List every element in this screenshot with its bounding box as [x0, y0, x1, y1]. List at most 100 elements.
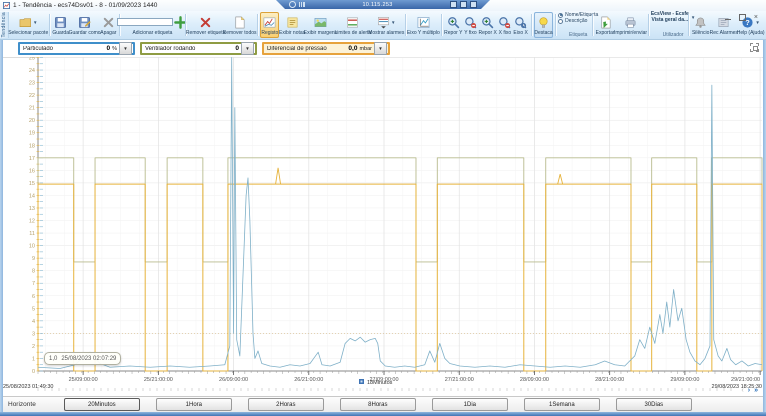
ribbon-button-limites-de-alerta[interactable]: Limites de alerta [335, 12, 371, 38]
pen-value: 0,0 [348, 45, 358, 52]
svg-text:12: 12 [29, 219, 35, 225]
ribbon-button-label: X fixo [498, 30, 512, 36]
pen-box-diferencial-de-pressao[interactable]: Diferencial de pressão 0,0 mbar ▼ [262, 42, 390, 55]
svg-text:24: 24 [29, 68, 35, 74]
ribbon-button-repor-x[interactable]: Repor X [478, 12, 497, 38]
ribbon-button-label: Repor Y [444, 30, 463, 36]
ribbon-button-destaca[interactable]: Destaca [533, 12, 554, 38]
radio-nome-etiqueta[interactable]: Nome/Etiqueta [558, 12, 598, 18]
app-icon [3, 2, 10, 9]
trend-chart[interactable]: 0123456789101112131415161718192021222324… [0, 56, 766, 396]
user-selector[interactable]: EcsView - Ecsfe Vista geral da... ▼ [651, 11, 696, 23]
group-caption-utilizador: Utilizador [662, 32, 684, 38]
ribbon-group-separator [404, 14, 406, 36]
rdp-minimize-button[interactable] [450, 1, 457, 8]
horizon-button-20minutos[interactable]: 20Minutos [63, 398, 140, 411]
ribbon-button-apagar[interactable]: Apagar [99, 12, 117, 38]
folder-icon [19, 16, 32, 29]
ribbon-button-guarda[interactable]: Guarda [52, 12, 70, 38]
mostrar-alarmes-dropdown-arrow-icon[interactable]: ▼ [391, 19, 396, 25]
ribbon-group-adicionar: Adicionar etiqueta [117, 12, 188, 38]
svg-text:9: 9 [32, 256, 35, 262]
ribbon-button-eixo-x[interactable]: Eixo X [512, 12, 528, 38]
ribbon-group-separator [592, 14, 594, 36]
minimize-button[interactable] [724, 18, 731, 21]
rdp-restore-button[interactable] [460, 1, 467, 8]
nav-forward-button[interactable]: › [747, 387, 751, 394]
ribbon-button-label: Registo [261, 30, 279, 36]
ribbon-button-label: Exibir margens [303, 30, 338, 36]
ribbon-button-exibir-notas[interactable]: Exibir notas [279, 12, 305, 38]
ribbon-group-guardar: Guarda Guardar como Apagar [51, 12, 119, 38]
page-export-icon [599, 16, 612, 29]
rdp-pin-icon[interactable] [289, 1, 296, 8]
ribbon-button-label: Rec Alarmes [709, 30, 738, 36]
ribbon-button-exibir-margens[interactable]: Exibir margens [303, 12, 338, 38]
ribbon-button-y-fixo[interactable]: Y fixo [463, 12, 478, 38]
mag-reset-icon [481, 16, 494, 29]
pen-box-ventilador-rodando[interactable]: Ventilador rodando 0 ▼ [140, 42, 257, 55]
horizon-button-1dia[interactable]: 1Dia [431, 398, 508, 411]
svg-text:26/21:00:00: 26/21:00:00 [294, 377, 323, 383]
svg-text:6: 6 [32, 294, 35, 300]
maximize-button[interactable] [738, 14, 746, 21]
pen-dropdown-button[interactable]: ▼ [374, 42, 387, 55]
pen-box-particulado[interactable]: Particulado 0% ▼ [18, 42, 135, 55]
ribbon-button-mostrar-alarmes[interactable]: ▼ Mostrar alarmes [368, 12, 404, 38]
horizon-button-2horas[interactable]: 2Horas [247, 398, 324, 411]
svg-text:25/08/2023 01:49:30: 25/08/2023 01:49:30 [3, 384, 53, 390]
ribbon-group-exibir: Registo Exibir notas Exibir margens Limites… [259, 12, 404, 38]
radio-descricao[interactable]: Descrição [558, 18, 598, 24]
pen-name: Ventilador rodando [145, 45, 196, 52]
ribbon-button-eixo-y-multiplo[interactable]: Eixo Y múltiplo [406, 12, 440, 38]
ribbon-button-label: Exportar [595, 30, 615, 36]
radio-dot-descricao[interactable] [558, 18, 564, 24]
ribbon-button-silencio[interactable]: Silêncio [691, 12, 710, 38]
horizon-button-8horas[interactable]: 8Horas [339, 398, 416, 411]
pen-dropdown-button[interactable]: ▼ [241, 42, 254, 55]
svg-text:17: 17 [29, 156, 35, 162]
nav-end-button[interactable]: » [754, 387, 758, 394]
tag-filter-input[interactable] [117, 18, 174, 26]
ribbon-button-label: Imprimir/enviar [613, 30, 648, 36]
x-axis-range-labels: 25/08/2023 01:49:30 29/08/2023 18:25:30 [3, 384, 762, 390]
ribbon-button-adicionar-etiqueta[interactable]: Adicionar etiqueta [117, 12, 188, 38]
nav-back-button[interactable]: ‹ [741, 387, 744, 394]
rdp-bar[interactable]: 10.115.253 [276, 0, 490, 9]
help-dropdown-arrow-icon[interactable]: ▼ [755, 19, 760, 25]
ribbon-button-remover-etiqueta[interactable]: Remover etiqueta [186, 12, 225, 38]
close-button[interactable]: × [753, 13, 758, 21]
y-axis-labels: 0123456789101112131415161718192021222324… [29, 56, 35, 376]
svg-text:25: 25 [29, 57, 35, 62]
expand-icon[interactable] [750, 43, 759, 52]
horizon-button-30dias[interactable]: 30Dias [615, 398, 692, 411]
horizon-button-1hora[interactable]: 1Hora [155, 398, 232, 411]
x-gray-icon [102, 16, 115, 29]
radio-dot-nome-etiqueta[interactable] [558, 12, 564, 18]
ribbon-button-label: Eixo Y múltiplo [406, 30, 440, 36]
svg-text:0: 0 [32, 369, 35, 375]
rdp-close-button[interactable] [470, 1, 477, 8]
user-dropdown-arrow-icon[interactable]: ▼ [690, 15, 696, 20]
y-axis-tick-marks [36, 57, 43, 372]
ribbon-button-selecionar-pacote[interactable]: ▼ Selecionar pacote [8, 12, 48, 38]
limit-lines-icon [346, 16, 359, 29]
ribbon-vertical-tab[interactable]: Tendência [0, 12, 9, 38]
svg-text:16: 16 [29, 168, 35, 174]
selecionar-pacote-dropdown-arrow-icon[interactable]: ▼ [32, 19, 38, 25]
ribbon-button-remover-todos[interactable]: Remover todos [223, 12, 257, 38]
ribbon-button-guardar-como[interactable]: Guardar como [69, 12, 101, 38]
ribbon-button-exportar[interactable]: Exportar [595, 12, 615, 38]
horizonte-label: Horizonte [8, 401, 36, 408]
window-border-left [0, 40, 3, 412]
horizon-button-1semana[interactable]: 1Semana [523, 398, 600, 411]
ribbon-button-imprimir-enviar[interactable]: Imprimir/enviar [613, 12, 648, 38]
ribbon-button-registo[interactable]: Registo [260, 12, 280, 38]
horizon-buttons: 20Minutos 1Hora 2Horas 8Horas 1Dia 1Semana 30D… [63, 398, 692, 411]
mag-lock-icon [498, 16, 511, 29]
pen-dropdown-button[interactable]: ▼ [119, 42, 132, 55]
ribbon-button-x-fixo[interactable]: X fixo [497, 12, 512, 38]
ribbon-button-repor-y[interactable]: Repor Y [444, 12, 463, 38]
plus-green-icon [174, 15, 188, 29]
time-scrollbar[interactable] [37, 388, 732, 391]
